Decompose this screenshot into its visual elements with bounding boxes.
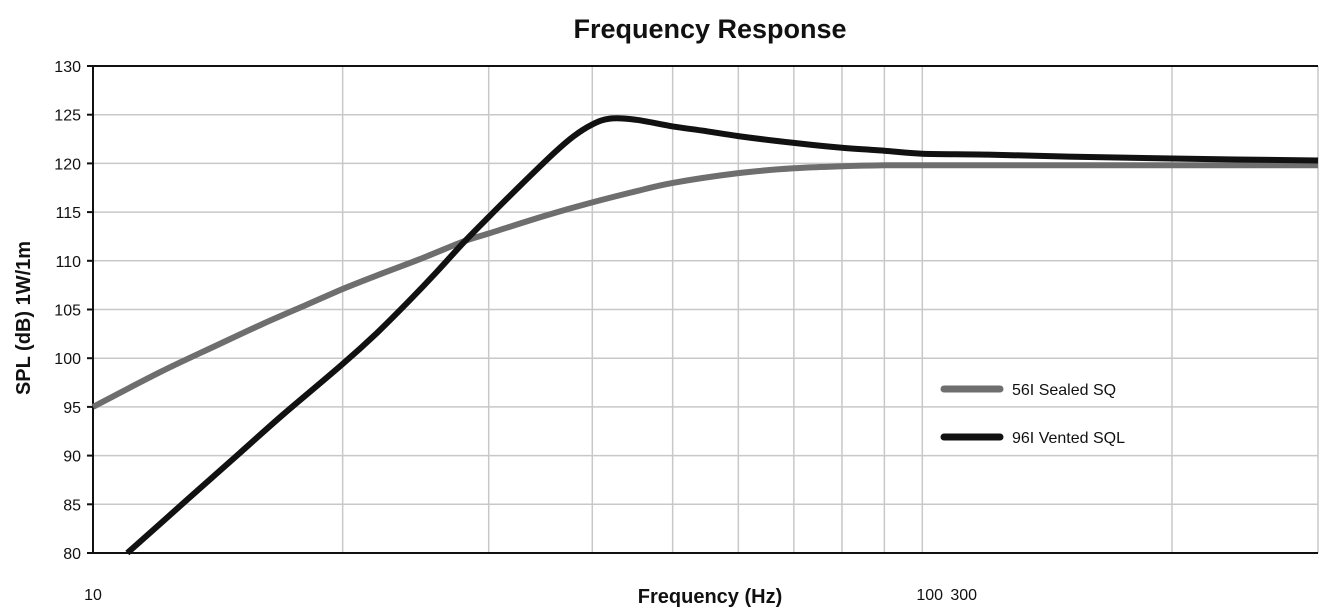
y-tick-label-80: 80 [63,546,81,563]
y-tick-label-105: 105 [54,303,81,320]
x-tick-label-100: 100 [916,587,943,604]
y-tick-label-120: 120 [54,156,81,173]
x-tick-label-300: 300 [950,587,977,604]
legend-label-sealed: 56I Sealed SQ [1012,382,1116,399]
gridlines [93,65,1319,554]
y-tick-label-85: 85 [63,497,81,514]
series-line-sealed [91,162,1318,410]
x-axis-title: Frequency (Hz) [638,586,782,608]
series-line-vented [125,115,1319,556]
y-tick-labels: 80 85 90 95 100 105 110 115 120 125 130 [54,59,81,563]
y-tick-label-125: 125 [54,108,81,125]
x-tick-labels: 10 100 300 [84,587,977,604]
legend: 56I Sealed SQ 96I Vented SQL [940,382,1125,447]
y-tick-label-110: 110 [55,254,81,271]
y-tick-label-90: 90 [63,449,81,466]
x-tick-label-10: 10 [84,587,102,604]
y-tick-label-100: 100 [54,351,81,368]
chart-title: Frequency Response [573,14,846,44]
y-axis-title: SPL (dB) 1W/1m [13,241,35,395]
y-tick-label-95: 95 [63,400,81,417]
series-lines [91,115,1319,556]
axes [87,65,1318,554]
y-tick-label-115: 115 [55,205,81,222]
legend-label-vented: 96I Vented SQL [1012,430,1125,447]
y-tick-label-130: 130 [54,59,81,76]
